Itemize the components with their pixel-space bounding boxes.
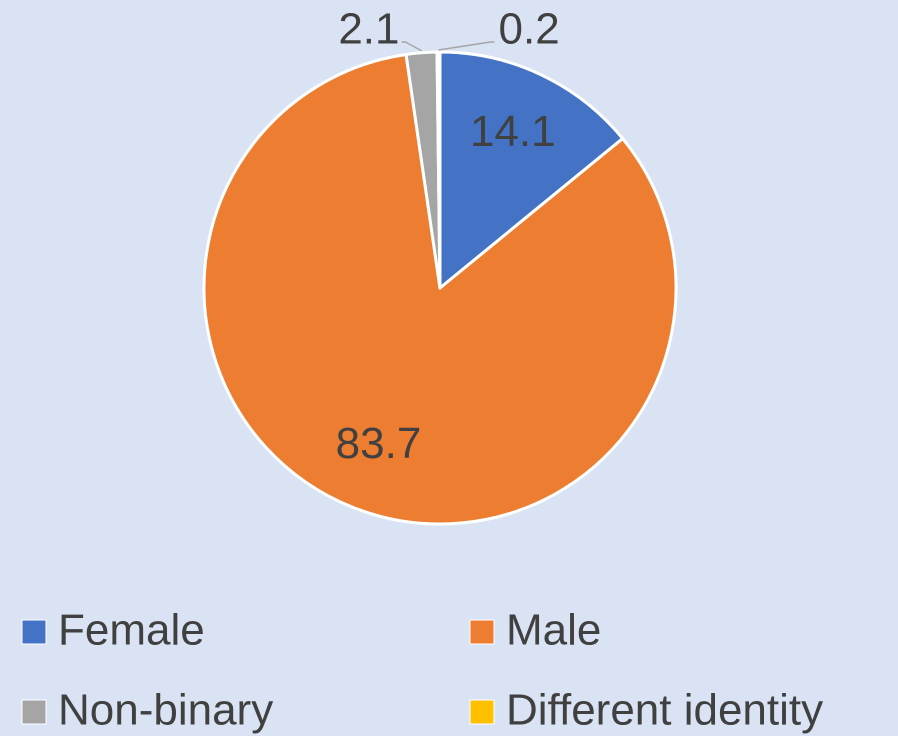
legend-label: Non-binary xyxy=(58,686,273,735)
data-label: 2.1 xyxy=(338,5,399,54)
data-label: 0.2 xyxy=(499,5,560,54)
legend-label: Female xyxy=(58,606,205,655)
legend-swatch xyxy=(21,619,47,645)
legend-swatch xyxy=(469,619,495,645)
legend-label: Male xyxy=(506,606,601,655)
leader-line xyxy=(401,41,422,52)
pie-slice xyxy=(438,50,625,290)
legend-label: Different identity xyxy=(506,686,823,735)
data-label: 83.7 xyxy=(336,419,422,468)
pie-slice xyxy=(435,50,442,290)
legend-swatch xyxy=(469,699,495,725)
legend-swatch xyxy=(21,699,47,725)
leader-line xyxy=(438,41,495,51)
data-label: 14.1 xyxy=(470,107,556,156)
